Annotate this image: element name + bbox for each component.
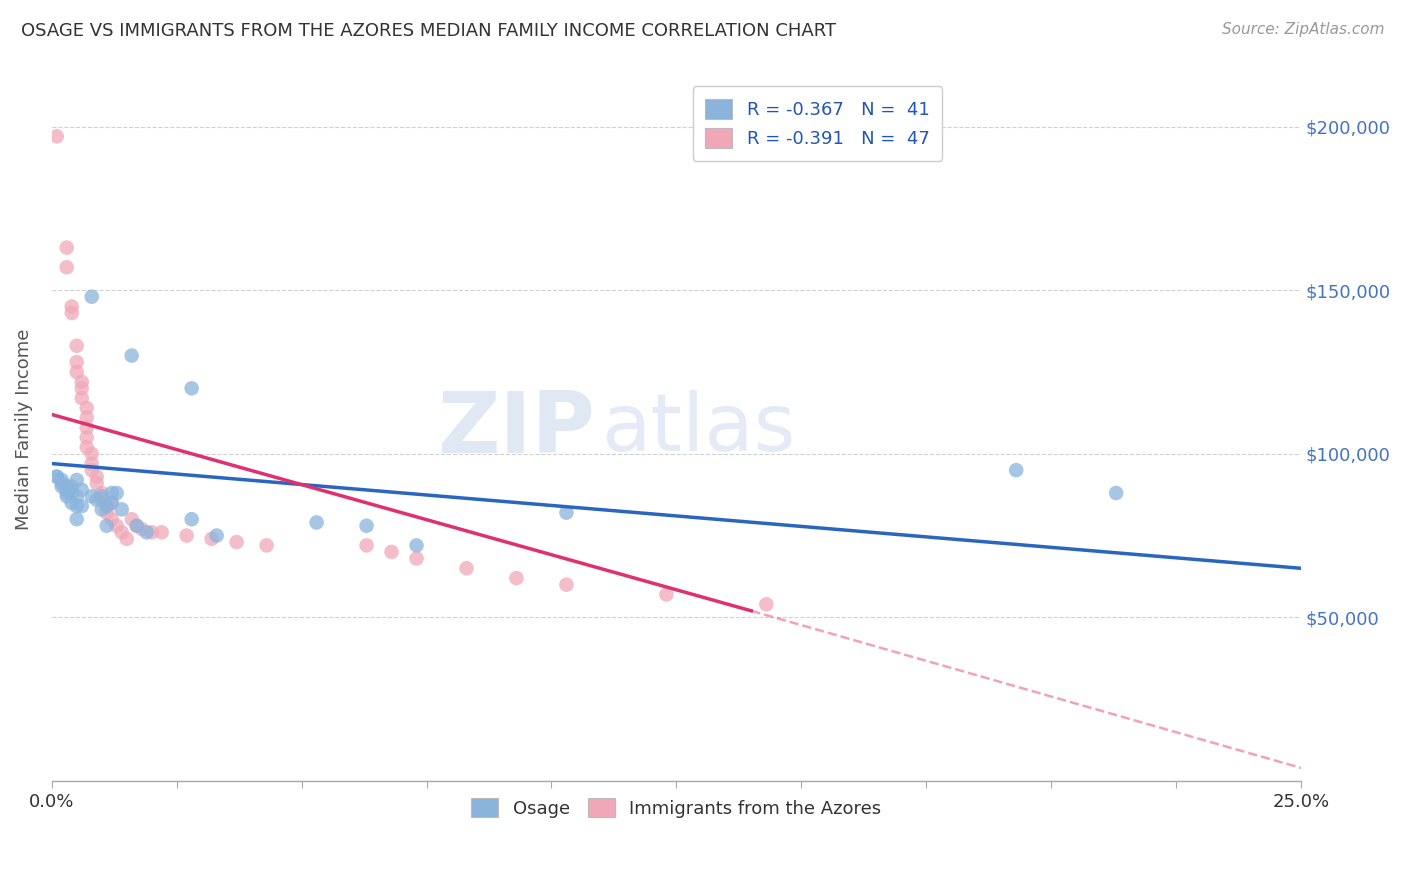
Point [51, 473, 73, 487]
Text: Source: ZipAtlas.com: Source: ZipAtlas.com [1222, 22, 1385, 37]
Point [205, 528, 228, 542]
Point [76, 410, 98, 425]
Point [125, 518, 148, 533]
Point [76, 430, 98, 444]
Point [55, 483, 77, 497]
Point [121, 512, 143, 526]
Point [70, 391, 93, 405]
Point [125, 518, 148, 533]
Point [55, 486, 77, 500]
Point [356, 538, 378, 552]
Point [60, 479, 83, 493]
Point [90, 486, 112, 500]
Point [201, 532, 224, 546]
Point [51, 476, 73, 491]
Point [55, 489, 77, 503]
Point [86, 469, 108, 483]
Point [55, 241, 77, 255]
Text: OSAGE VS IMMIGRANTS FROM THE AZORES MEDIAN FAMILY INCOME CORRELATION CHART: OSAGE VS IMMIGRANTS FROM THE AZORES MEDI… [21, 22, 837, 40]
Point [70, 499, 93, 513]
Point [66, 489, 89, 503]
Point [96, 499, 118, 513]
Point [51, 479, 73, 493]
Point [55, 260, 77, 275]
Point [655, 587, 678, 601]
Point [90, 489, 112, 503]
Point [305, 516, 328, 530]
Legend: Osage, Immigrants from the Azores: Osage, Immigrants from the Azores [464, 790, 889, 825]
Point [180, 381, 202, 395]
Point [1005, 463, 1028, 477]
Point [121, 349, 143, 363]
Point [150, 525, 173, 540]
Point [100, 496, 122, 510]
Point [1105, 486, 1128, 500]
Point [80, 447, 103, 461]
Point [45, 469, 67, 483]
Point [60, 496, 83, 510]
Point [80, 489, 103, 503]
Point [80, 290, 103, 304]
Point [405, 538, 427, 552]
Point [555, 506, 578, 520]
Text: atlas: atlas [602, 390, 796, 468]
Point [555, 577, 578, 591]
Point [66, 355, 89, 369]
Point [80, 463, 103, 477]
Point [505, 571, 527, 585]
Point [356, 518, 378, 533]
Point [45, 469, 67, 483]
Point [111, 502, 134, 516]
Point [111, 525, 134, 540]
Point [456, 561, 478, 575]
Point [45, 129, 67, 144]
Point [176, 528, 198, 542]
Point [86, 492, 108, 507]
Point [225, 535, 247, 549]
Point [380, 545, 402, 559]
Point [105, 518, 128, 533]
Point [115, 532, 138, 546]
Point [135, 525, 157, 540]
Point [66, 473, 89, 487]
Point [90, 502, 112, 516]
Point [131, 522, 153, 536]
Point [60, 300, 83, 314]
Point [96, 499, 118, 513]
Point [70, 381, 93, 395]
Point [60, 486, 83, 500]
Point [105, 486, 128, 500]
Point [76, 401, 98, 415]
Point [86, 476, 108, 491]
Point [755, 597, 778, 611]
Point [80, 457, 103, 471]
Point [96, 506, 118, 520]
Point [76, 420, 98, 434]
Point [90, 492, 112, 507]
Point [66, 512, 89, 526]
Point [66, 339, 89, 353]
Point [76, 440, 98, 454]
Point [141, 525, 163, 540]
Point [96, 518, 118, 533]
Point [70, 375, 93, 389]
Point [405, 551, 427, 566]
Point [70, 483, 93, 497]
Point [180, 512, 202, 526]
Point [60, 306, 83, 320]
Y-axis label: Median Family Income: Median Family Income [15, 328, 32, 530]
Text: ZIP: ZIP [437, 388, 595, 471]
Point [256, 538, 278, 552]
Point [100, 486, 122, 500]
Point [55, 479, 77, 493]
Point [66, 499, 89, 513]
Point [66, 365, 89, 379]
Point [100, 512, 122, 526]
Point [100, 496, 122, 510]
